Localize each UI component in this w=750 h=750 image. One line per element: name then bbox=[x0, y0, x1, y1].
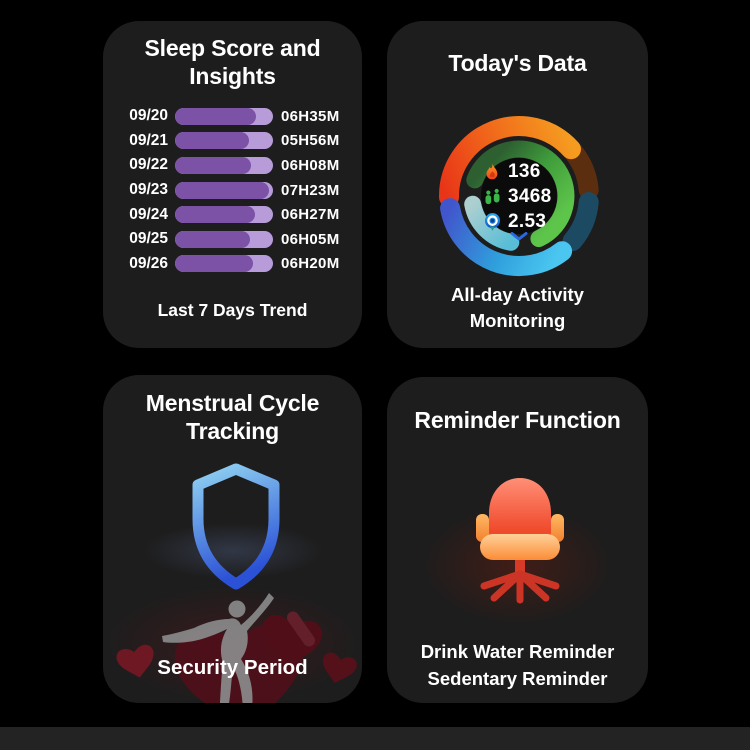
menstrual-card-title: Menstrual Cycle Tracking bbox=[103, 389, 362, 445]
menstrual-card-caption: Security Period bbox=[157, 656, 308, 679]
sleep-trend-row: 09/22 06H08M bbox=[103, 153, 362, 178]
footprints-icon bbox=[483, 187, 501, 207]
sleep-date-label: 09/24 bbox=[129, 205, 168, 223]
sleep-bar-track bbox=[175, 181, 273, 199]
sleep-bar-fill bbox=[175, 132, 250, 150]
sleep-score-card: Sleep Score and Insights 09/20 06H35M 09… bbox=[103, 21, 362, 348]
sleep-bar-track bbox=[175, 156, 273, 174]
sleep-bar-fill bbox=[175, 156, 252, 174]
sleep-bar-track bbox=[175, 206, 273, 224]
steps-metric-row: 3468 bbox=[483, 184, 551, 209]
office-chair-icon bbox=[476, 478, 564, 604]
sleep-duration-label: 06H20M bbox=[281, 255, 340, 273]
sleep-trend-row: 09/20 06H35M bbox=[103, 104, 362, 129]
calories-metric-row: 136 bbox=[483, 159, 551, 184]
calories-value: 136 bbox=[508, 160, 541, 182]
steps-value: 3468 bbox=[508, 185, 552, 207]
sleep-date-label: 09/25 bbox=[129, 230, 168, 248]
reminder-caption-line1: Drink Water Reminder bbox=[420, 641, 615, 662]
reminder-function-card: Reminder Function bbox=[387, 377, 648, 703]
menstrual-title-line1: Menstrual Cycle bbox=[145, 390, 320, 416]
hearts-and-dancer-decoration bbox=[115, 593, 359, 703]
sleep-bar-track bbox=[175, 132, 273, 150]
flame-icon bbox=[483, 162, 501, 182]
sleep-title-line2: Insights bbox=[189, 63, 276, 89]
chevron-down-icon bbox=[510, 232, 528, 241]
activity-rings bbox=[438, 116, 599, 276]
sleep-duration-label: 07H23M bbox=[281, 181, 340, 199]
reminder-card-caption: Drink Water Reminder Sedentary Reminder bbox=[387, 638, 648, 692]
sleep-bar-fill bbox=[175, 181, 270, 199]
sleep-trend-row: 09/23 07H23M bbox=[103, 178, 362, 203]
sleep-date-label: 09/26 bbox=[129, 254, 168, 272]
sleep-card-caption: Last 7 Days Trend bbox=[157, 300, 308, 320]
sleep-date-label: 09/23 bbox=[129, 181, 168, 199]
dancer-silhouette bbox=[162, 593, 274, 703]
sleep-bar-track bbox=[175, 107, 273, 125]
todays-data-card: Today's Data bbox=[387, 21, 648, 348]
sleep-rows: 09/20 06H35M 09/21 05H56M 09/22 06H08M 0… bbox=[103, 104, 362, 276]
reminder-card-title: Reminder Function bbox=[414, 407, 621, 433]
sleep-duration-label: 06H08M bbox=[281, 156, 340, 174]
menstrual-cycle-card: Menstrual Cycle Tracking bbox=[103, 375, 362, 703]
activity-card-caption: All-day Activity Monitoring bbox=[387, 282, 648, 334]
activity-caption-line2: Monitoring bbox=[469, 310, 566, 331]
sleep-title-line1: Sleep Score and bbox=[144, 35, 321, 61]
sleep-bar-track bbox=[175, 255, 273, 273]
sleep-trend-row: 09/25 06H05M bbox=[103, 227, 362, 252]
activity-caption-line1: All-day Activity bbox=[451, 284, 584, 305]
activity-metrics: 136 3468 bbox=[483, 159, 551, 234]
shield-glow bbox=[143, 523, 323, 579]
sleep-date-label: 09/21 bbox=[129, 131, 168, 149]
bottom-bar bbox=[0, 727, 750, 750]
sleep-duration-label: 06H35M bbox=[281, 107, 340, 125]
menstrual-title-line2: Tracking bbox=[186, 418, 279, 444]
shield-icon bbox=[192, 463, 280, 590]
reminder-caption-line2: Sedentary Reminder bbox=[427, 668, 608, 689]
sleep-date-label: 09/20 bbox=[129, 107, 168, 125]
sleep-bar-fill bbox=[175, 255, 254, 273]
sleep-trend-row: 09/21 05H56M bbox=[103, 129, 362, 154]
distance-value: 2.53 bbox=[508, 210, 547, 232]
sleep-card-title: Sleep Score and Insights bbox=[103, 34, 362, 90]
heart-icon bbox=[115, 611, 359, 703]
sleep-bar-fill bbox=[175, 206, 256, 224]
sleep-date-label: 09/22 bbox=[129, 156, 168, 174]
sleep-bar-fill bbox=[175, 107, 257, 125]
sleep-trend-row: 09/24 06H27M bbox=[103, 202, 362, 227]
sleep-bar-fill bbox=[175, 230, 251, 248]
distance-metric-row: 2.53 bbox=[483, 209, 551, 234]
location-pin-icon bbox=[483, 212, 501, 232]
sleep-trend-row: 09/26 06H20M bbox=[103, 252, 362, 277]
sleep-bar-track bbox=[175, 230, 273, 248]
sleep-duration-label: 06H27M bbox=[281, 206, 340, 224]
activity-card-title: Today's Data bbox=[448, 50, 587, 76]
sleep-duration-label: 06H05M bbox=[281, 230, 340, 248]
sleep-duration-label: 05H56M bbox=[281, 132, 340, 150]
